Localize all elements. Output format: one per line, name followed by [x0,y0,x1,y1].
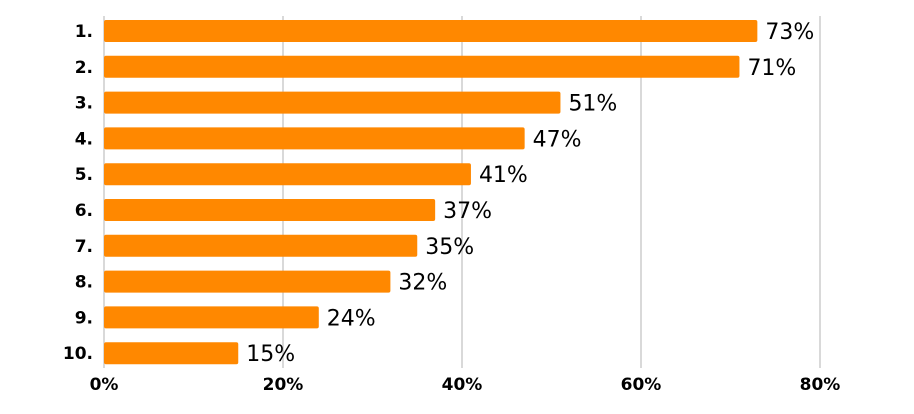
bar-7 [104,234,418,257]
bar-1 [104,20,758,42]
category-label: 9. [75,308,93,328]
x-tick-label: 0% [90,375,119,395]
value-label: 32% [398,271,447,296]
x-tick-label: 60% [621,375,662,395]
value-label: 15% [246,342,295,367]
value-label: 51% [568,92,617,117]
category-label: 4. [75,129,93,149]
value-label: 47% [533,127,582,152]
bar-5 [104,163,471,186]
category-label: 7. [75,237,93,257]
bar-2 [104,55,740,78]
value-label: 73% [765,20,814,45]
value-label: 41% [479,163,528,188]
value-label: 71% [747,56,796,81]
bar-6 [104,199,436,221]
x-tick-labels: 0% 20% 40% 60% 80% [90,375,841,395]
x-tick-label: 80% [800,375,841,395]
x-tick-label: 20% [263,375,304,395]
category-label: 1. [75,22,93,42]
bars [104,20,758,365]
bar-9 [104,306,319,329]
bar-10 [104,342,239,365]
category-label: 8. [75,273,93,293]
category-label: 3. [75,94,93,114]
bar-8 [104,270,391,293]
value-label: 24% [327,306,376,331]
category-label: 2. [75,58,93,78]
category-labels: 1. 2. 3. 4. 5. 6. 7. 8. 9. 10. [63,22,93,364]
category-label: 10. [63,344,93,364]
bar-3 [104,91,561,114]
value-labels: 73% 71% 51% 47%41% 37% 35% 32% 24% 15% [246,20,814,367]
category-label: 5. [75,165,93,185]
x-tick-label: 40% [442,375,483,395]
value-label: 35% [425,235,474,260]
category-label: 6. [75,201,93,221]
bar-4 [104,127,525,150]
value-label: 37% [443,199,492,224]
